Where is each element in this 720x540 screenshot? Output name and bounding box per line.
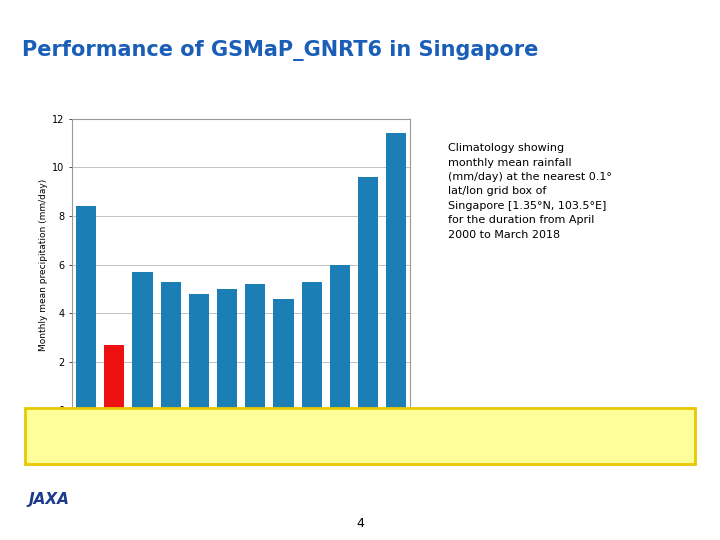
Bar (189, 294, 209, 410)
Text: also confirmed with GSMaP_GNRT6.: also confirmed with GSMaP_GNRT6. (49, 442, 286, 455)
Bar (358, 177, 378, 410)
Bar (161, 282, 181, 410)
FancyBboxPatch shape (25, 408, 695, 464)
Text: The fact that February is a dry season around Singapore can be: The fact that February is a dry season a… (49, 420, 474, 433)
Text: 4: 4 (356, 517, 364, 530)
Bar (217, 289, 238, 410)
Bar (76, 206, 96, 410)
Bar (132, 272, 153, 410)
Bar (245, 284, 266, 410)
Text: Performance of GSMaP_GNRT6 in Singapore: Performance of GSMaP_GNRT6 in Singapore (22, 40, 538, 61)
Bar (104, 345, 125, 410)
Text: Climatology showing
monthly mean rainfall
(mm/day) at the nearest 0.1°
lat/lon g: Climatology showing monthly mean rainfal… (448, 143, 612, 240)
Y-axis label: Monthly mean precipitation (mm/day): Monthly mean precipitation (mm/day) (39, 179, 48, 350)
Bar (274, 299, 294, 410)
Bar (386, 133, 407, 410)
Bar (302, 282, 322, 410)
Text: JAXA: JAXA (29, 492, 70, 507)
Bar (330, 265, 350, 410)
